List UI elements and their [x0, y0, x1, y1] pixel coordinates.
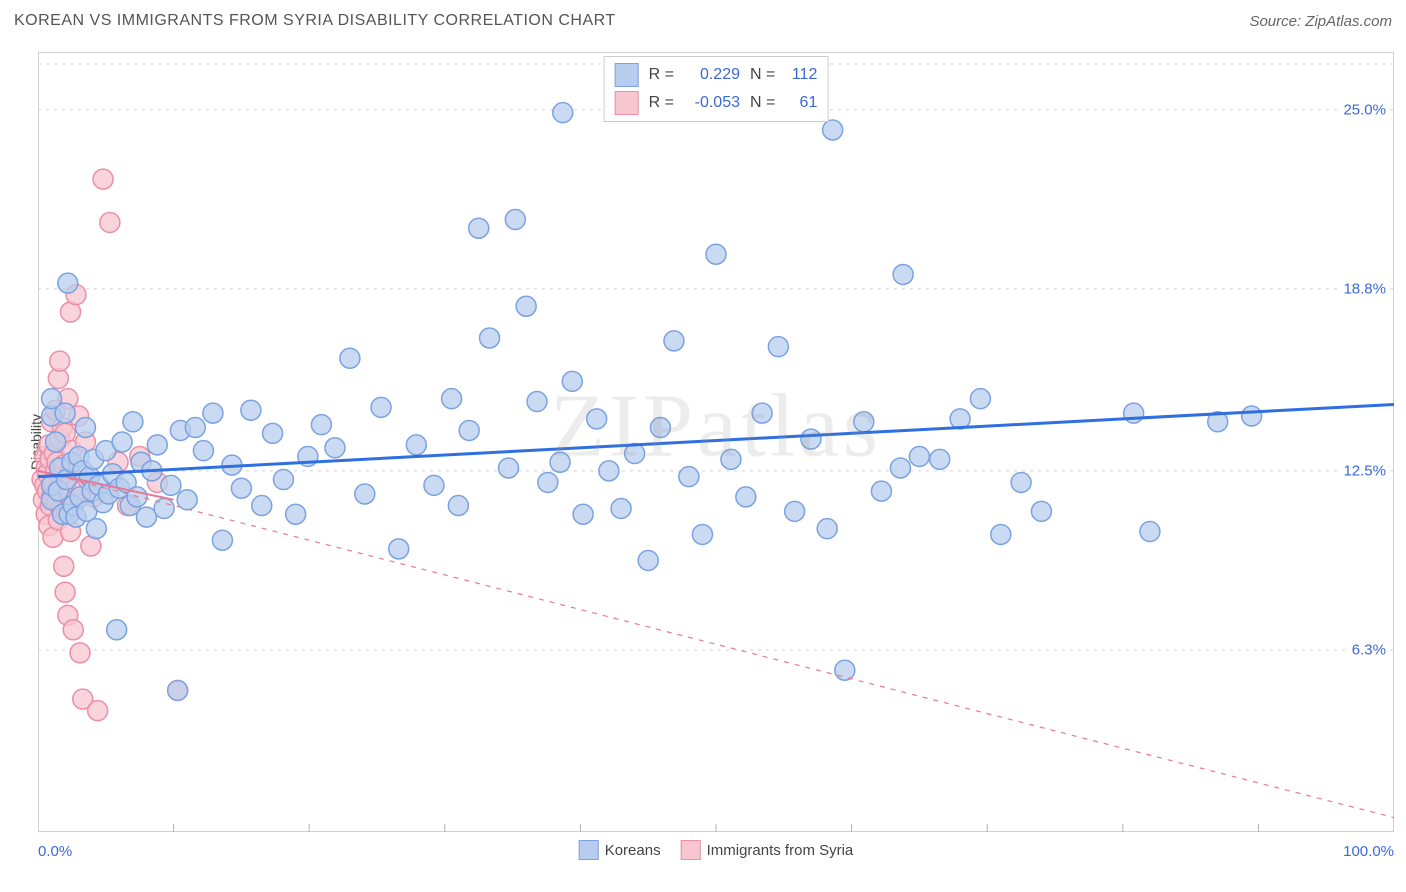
header: KOREAN VS IMMIGRANTS FROM SYRIA DISABILI… — [0, 0, 1406, 42]
swatch-syria — [615, 91, 639, 115]
legend-row-koreans: R = 0.229 N = 112 — [615, 61, 818, 89]
legend-item-koreans: Koreans — [579, 840, 661, 860]
series-legend: Koreans Immigrants from Syria — [579, 840, 854, 860]
correlation-legend: R = 0.229 N = 112 R = -0.053 N = 61 — [604, 56, 829, 122]
plot-area: Disability ZIPatlas 6.3%12.5%18.8%25.0% … — [38, 52, 1394, 832]
legend-label-syria: Immigrants from Syria — [707, 842, 854, 859]
r-value-koreans: 0.229 — [684, 66, 740, 84]
n-value-koreans: 112 — [785, 66, 817, 84]
swatch-koreans-icon — [579, 840, 599, 860]
legend-item-syria: Immigrants from Syria — [681, 840, 854, 860]
y-tick-label: 18.8% — [1341, 280, 1388, 297]
r-label: R = — [649, 94, 674, 112]
swatch-syria-icon — [681, 840, 701, 860]
n-value-syria: 61 — [785, 94, 817, 112]
swatch-koreans — [615, 63, 639, 87]
y-tick-label: 12.5% — [1341, 462, 1388, 479]
legend-label-koreans: Koreans — [605, 842, 661, 859]
n-label: N = — [750, 66, 775, 84]
y-tick-label: 6.3% — [1350, 642, 1388, 659]
r-value-syria: -0.053 — [684, 94, 740, 112]
x-axis-min-label: 0.0% — [38, 843, 72, 860]
x-axis-max-label: 100.0% — [1343, 843, 1394, 860]
source-credit: Source: ZipAtlas.com — [1249, 13, 1392, 30]
y-tick-label: 25.0% — [1341, 101, 1388, 118]
scatter-svg — [38, 52, 1394, 832]
legend-row-syria: R = -0.053 N = 61 — [615, 89, 818, 117]
chart-title: KOREAN VS IMMIGRANTS FROM SYRIA DISABILI… — [14, 12, 616, 30]
n-label: N = — [750, 94, 775, 112]
r-label: R = — [649, 66, 674, 84]
